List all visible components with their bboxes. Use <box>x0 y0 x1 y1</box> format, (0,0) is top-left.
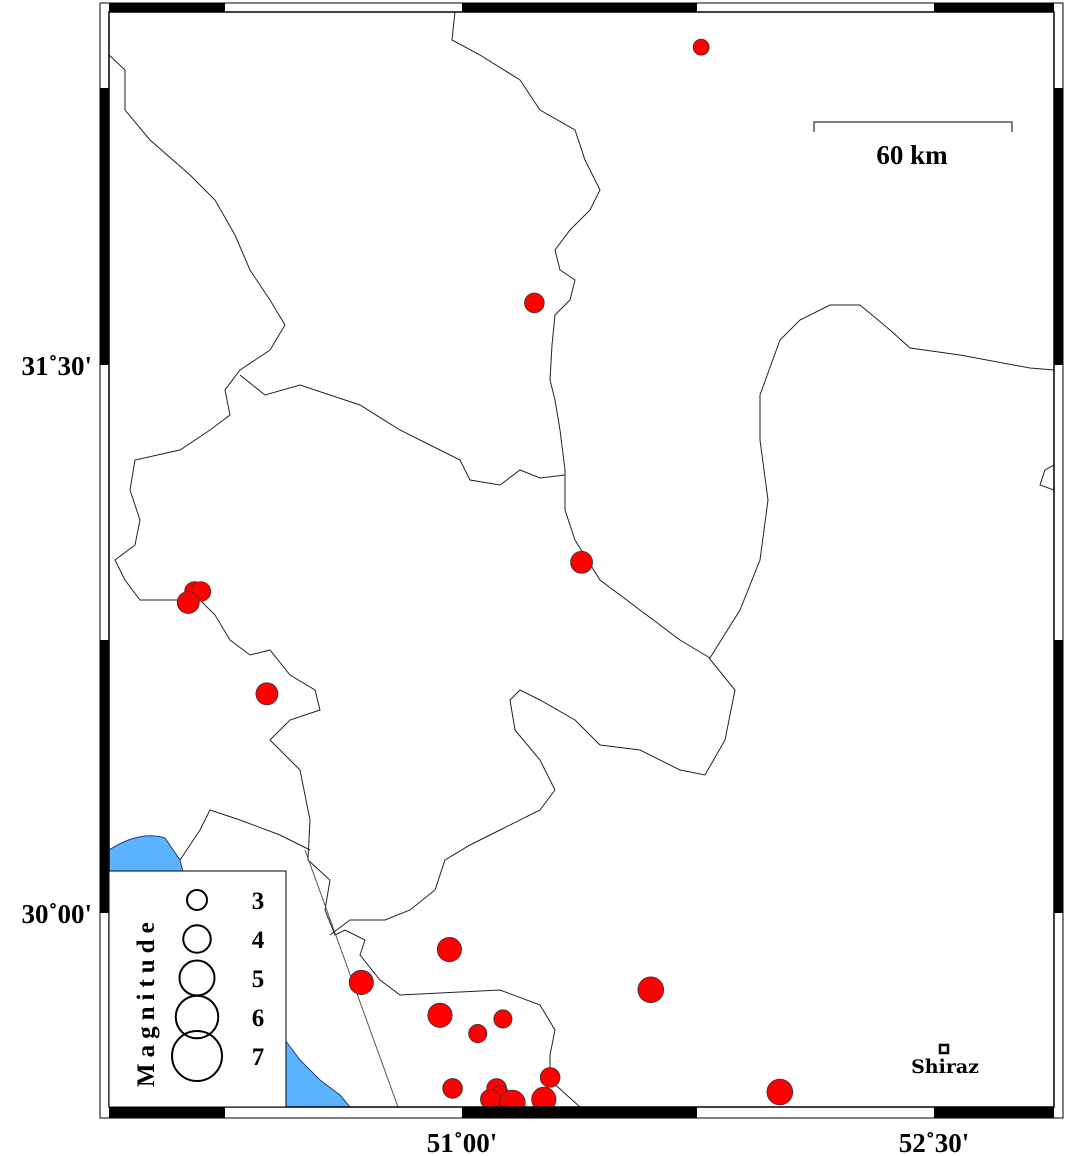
legend-label: 7 <box>252 1044 265 1071</box>
earthquake-event <box>570 550 593 574</box>
legend: Magnitude 3 4 5 6 7 <box>108 870 287 1108</box>
earthquake-event <box>427 1002 453 1028</box>
y-tick-label: 30˚00' <box>22 899 93 929</box>
y-tick-label: 31˚30' <box>22 351 93 381</box>
legend-symbol <box>186 889 208 911</box>
scale-bar-label: 60 km <box>876 140 948 170</box>
city-square-icon <box>938 1043 950 1055</box>
earthquake-event <box>348 969 374 995</box>
legend-title: Magnitude <box>133 916 160 1087</box>
earthquake-event <box>468 1024 488 1044</box>
earthquake-event <box>493 1009 513 1029</box>
earthquake-event <box>176 591 200 614</box>
city-marker: Shiraz <box>911 1043 979 1078</box>
legend-symbol <box>171 1030 223 1082</box>
earthquake-event <box>442 1078 463 1099</box>
earthquake-event <box>539 1067 561 1088</box>
legend-label: 5 <box>252 966 265 993</box>
city-label: Shiraz <box>911 1056 979 1078</box>
earthquake-event <box>766 1078 794 1106</box>
earthquake-event <box>436 937 462 963</box>
legend-symbol <box>182 924 212 954</box>
earthquake-event <box>255 682 279 706</box>
legend-symbol <box>174 994 220 1040</box>
x-tick-label: 51˚00' <box>427 1128 498 1156</box>
earthquake-event <box>531 1086 557 1107</box>
map-area <box>109 12 1054 1107</box>
legend-label: 3 <box>252 888 265 915</box>
scale-bar: 60 km <box>813 121 1013 170</box>
earthquake-event <box>480 1089 501 1107</box>
legend-label: 6 <box>252 1005 265 1032</box>
earthquake-event <box>692 38 710 56</box>
earthquake-event <box>524 292 545 314</box>
earthquake-events <box>176 38 794 1107</box>
map-frame <box>99 2 1064 1119</box>
x-tick-label: 52˚30' <box>899 1128 970 1156</box>
earthquake-event <box>499 1089 526 1107</box>
legend-label: 4 <box>252 927 265 954</box>
earthquake-event <box>637 976 665 1003</box>
